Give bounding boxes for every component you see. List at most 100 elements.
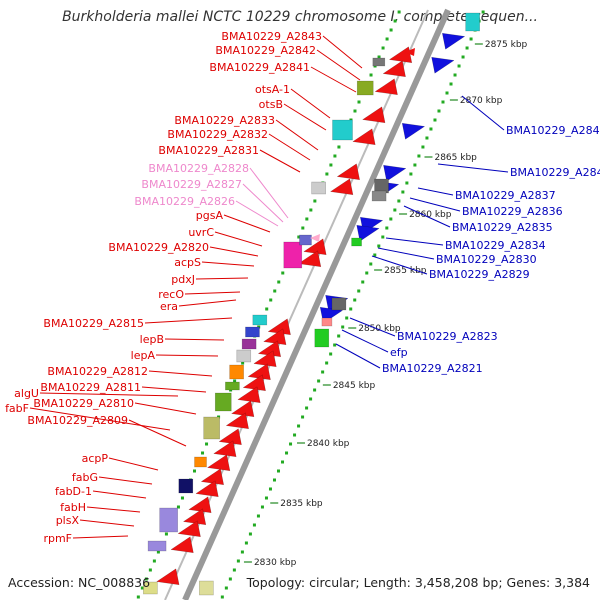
- gene-label-left[interactable]: era: [160, 300, 178, 313]
- reverse-gene-arrow[interactable]: [431, 56, 455, 74]
- gene-label-left[interactable]: BMA10229_A2810: [33, 397, 134, 410]
- gene-label-left[interactable]: BMA10229_A2815: [43, 317, 144, 330]
- forward-gene-block[interactable]: [147, 540, 167, 552]
- gene-label-left[interactable]: BMA10229_A2820: [108, 241, 209, 254]
- forward-gene-arrow[interactable]: [388, 46, 413, 64]
- forward-gene-arrow[interactable]: [213, 440, 237, 458]
- reverse-gene-block[interactable]: [465, 12, 480, 32]
- forward-gene-block[interactable]: [214, 392, 232, 412]
- reverse-gene-block[interactable]: [321, 317, 333, 327]
- forward-gene-arrow[interactable]: [297, 250, 322, 268]
- forward-gene-block[interactable]: [159, 507, 178, 533]
- reverse-gene-block[interactable]: [199, 580, 214, 596]
- gene-label-left[interactable]: BMA10229_A2827: [141, 178, 242, 191]
- forward-gene-block[interactable]: [143, 581, 158, 595]
- gene-label-left[interactable]: BMA10229_A2809: [27, 414, 128, 427]
- gene-label-left[interactable]: lepB: [140, 333, 164, 346]
- gene-label-left[interactable]: pgsA: [196, 209, 224, 222]
- forward-gene-block[interactable]: [225, 381, 240, 391]
- gene-label-right[interactable]: efp: [390, 346, 408, 359]
- gene-label-left[interactable]: BMA10229_A2842: [215, 44, 316, 57]
- outer-tick-dot: [397, 10, 401, 14]
- reverse-gene-arrow[interactable]: [401, 122, 426, 140]
- forward-gene-arrow[interactable]: [206, 454, 231, 472]
- label-connector: [98, 476, 153, 485]
- forward-gene-arrow[interactable]: [237, 386, 261, 404]
- reverse-gene-arrow[interactable]: [442, 32, 466, 50]
- forward-gene-arrow[interactable]: [361, 106, 386, 124]
- forward-gene-block[interactable]: [283, 241, 303, 269]
- gene-label-left[interactable]: BMA10229_A2811: [40, 381, 141, 394]
- gene-label-left[interactable]: BMA10229_A2828: [148, 162, 249, 175]
- gene-label-right[interactable]: BMA10229_A2829: [429, 268, 530, 281]
- gene-label-left[interactable]: otsA-1: [255, 83, 290, 96]
- reverse-gene-arrow[interactable]: [356, 224, 380, 242]
- reverse-gene-arrow[interactable]: [383, 164, 407, 182]
- reverse-gene-block[interactable]: [314, 328, 330, 348]
- outer-tick-dot: [201, 451, 205, 455]
- forward-gene-arrow[interactable]: [156, 568, 180, 586]
- forward-gene-block[interactable]: [299, 234, 312, 246]
- forward-gene-block[interactable]: [332, 119, 353, 141]
- forward-gene-block[interactable]: [203, 416, 220, 440]
- reverse-gene-block[interactable]: [331, 297, 347, 311]
- forward-gene-arrow[interactable]: [170, 536, 194, 554]
- forward-gene-arrow[interactable]: [253, 350, 277, 368]
- gene-label-left[interactable]: BMA10229_A2831: [158, 144, 259, 157]
- forward-gene-block[interactable]: [245, 326, 260, 338]
- forward-gene-arrow[interactable]: [329, 178, 354, 196]
- gene-label-left[interactable]: BMA10229_A2833: [174, 114, 275, 127]
- forward-gene-block[interactable]: [194, 456, 207, 468]
- forward-gene-block[interactable]: [356, 80, 374, 96]
- inner-tick-dot: [445, 91, 449, 95]
- forward-gene-block[interactable]: [229, 364, 244, 380]
- forward-gene-block[interactable]: [241, 338, 257, 350]
- gene-label-left[interactable]: lepA: [131, 349, 156, 362]
- gene-label-right[interactable]: BMA10229_A2845: [506, 124, 600, 137]
- gene-label-left[interactable]: BMA10229_A2832: [167, 128, 268, 141]
- gene-label-right[interactable]: BMA10229_A2834: [445, 239, 546, 252]
- gene-label-right[interactable]: BMA10229_A2835: [452, 221, 553, 234]
- forward-gene-block[interactable]: [311, 181, 326, 195]
- gene-label-left[interactable]: BMA10229_A2826: [134, 195, 235, 208]
- forward-gene-arrow[interactable]: [336, 163, 360, 181]
- gene-label-left[interactable]: fabD-1: [55, 485, 92, 498]
- gene-label-right[interactable]: BMA10229_A2830: [436, 253, 537, 266]
- gene-label-left[interactable]: fabH: [60, 501, 86, 514]
- gene-label-left[interactable]: otsB: [259, 98, 283, 111]
- gene-label-left[interactable]: acpP: [82, 452, 109, 465]
- gene-label-left[interactable]: rpmF: [43, 532, 72, 545]
- gene-label-left[interactable]: recO: [158, 288, 184, 301]
- forward-gene-arrow[interactable]: [225, 412, 249, 430]
- gene-label-right[interactable]: BMA10229_A2821: [382, 362, 483, 375]
- gene-label-left[interactable]: algU: [14, 387, 39, 400]
- gene-label-right[interactable]: BMA10229_A2823: [397, 330, 498, 343]
- gene-label-left[interactable]: fabF: [5, 402, 29, 415]
- outer-tick-dot: [193, 469, 197, 473]
- gene-label-left[interactable]: BMA10229_A2843: [221, 30, 322, 43]
- gene-label-left[interactable]: acpS: [174, 256, 201, 269]
- forward-gene-block[interactable]: [372, 57, 386, 67]
- forward-gene-block[interactable]: [252, 314, 268, 326]
- gene-label-right[interactable]: BMA10229_A2837: [455, 189, 556, 202]
- gene-label-left[interactable]: uvrC: [188, 226, 214, 239]
- gene-label-left[interactable]: plsX: [56, 514, 80, 527]
- forward-gene-block[interactable]: [178, 478, 194, 494]
- gene-label-left[interactable]: fabG: [72, 471, 98, 484]
- reverse-gene-block[interactable]: [351, 237, 362, 247]
- gene-label-left[interactable]: BMA10229_A2812: [47, 365, 148, 378]
- gene-label-left[interactable]: BMA10229_A2841: [209, 61, 310, 74]
- forward-gene-arrow[interactable]: [374, 78, 398, 96]
- forward-gene-block[interactable]: [236, 349, 252, 363]
- gene-label-right[interactable]: BMA10229_A2836: [462, 205, 563, 218]
- gene-label-left[interactable]: pdxJ: [171, 273, 195, 286]
- label-connector: [141, 386, 207, 393]
- forward-gene-arrow[interactable]: [352, 128, 376, 146]
- forward-gene-arrow[interactable]: [177, 520, 201, 538]
- forward-gene-arrow[interactable]: [382, 60, 406, 78]
- gene-label-right[interactable]: BMA10229_A2840: [510, 166, 600, 179]
- forward-gene-arrow[interactable]: [195, 480, 219, 498]
- inner-tick-dot: [389, 217, 393, 221]
- reverse-gene-block[interactable]: [371, 190, 387, 202]
